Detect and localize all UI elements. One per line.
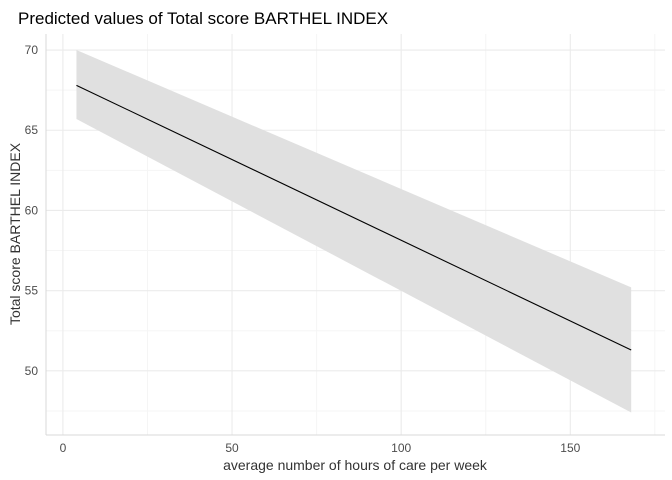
- x-axis-ticks: 0 50 100 150: [60, 441, 581, 455]
- x-tick-label: 150: [560, 441, 580, 455]
- plot-area: [45, 34, 665, 436]
- x-tick-label: 0: [60, 441, 67, 455]
- confidence-band: [76, 50, 632, 413]
- x-tick-label: 50: [225, 441, 239, 455]
- y-tick-label: 55: [25, 284, 39, 298]
- x-axis-title: average number of hours of care per week: [223, 457, 488, 473]
- y-tick-label: 70: [25, 43, 39, 57]
- x-tick-label: 100: [391, 441, 411, 455]
- prediction-line: [76, 84, 632, 351]
- y-axis-title: Total score BARTHEL INDEX: [7, 142, 23, 325]
- chart-title: Predicted values of Total score BARTHEL …: [18, 9, 388, 28]
- y-tick-label: 60: [25, 203, 39, 217]
- y-axis-ticks: 50 55 60 65 70: [25, 43, 39, 378]
- y-tick-label: 65: [25, 123, 39, 137]
- y-tick-label: 50: [25, 364, 39, 378]
